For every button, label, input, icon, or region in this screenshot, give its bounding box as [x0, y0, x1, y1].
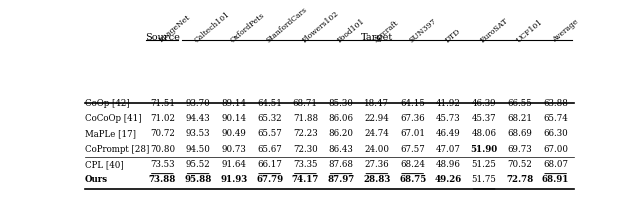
- Text: 71.51: 71.51: [150, 99, 175, 108]
- Text: 27.36: 27.36: [365, 160, 389, 169]
- Text: 51.75: 51.75: [472, 175, 497, 184]
- Text: 24.74: 24.74: [365, 129, 389, 138]
- Text: CoOp [42]: CoOp [42]: [85, 99, 130, 108]
- Text: 72.78: 72.78: [506, 175, 534, 184]
- Text: Ours: Ours: [85, 175, 108, 184]
- Text: 67.36: 67.36: [400, 114, 425, 123]
- Text: CPL [40]: CPL [40]: [85, 160, 124, 169]
- Text: Flowers102: Flowers102: [300, 9, 340, 44]
- Text: 68.21: 68.21: [508, 114, 532, 123]
- Text: 68.07: 68.07: [543, 160, 568, 169]
- Text: 93.53: 93.53: [186, 129, 211, 138]
- Text: Aircraft: Aircraft: [372, 19, 399, 44]
- Text: OxfordPets: OxfordPets: [228, 11, 266, 44]
- Text: 72.30: 72.30: [293, 145, 317, 154]
- Text: StanfordCars: StanfordCars: [264, 5, 308, 44]
- Text: 22.94: 22.94: [365, 114, 389, 123]
- Text: 74.17: 74.17: [292, 175, 319, 184]
- Text: 28.83: 28.83: [363, 175, 390, 184]
- Text: 64.15: 64.15: [400, 99, 425, 108]
- Text: 91.93: 91.93: [220, 175, 248, 184]
- Text: 48.96: 48.96: [436, 160, 461, 169]
- Text: 64.51: 64.51: [257, 99, 282, 108]
- Text: 48.06: 48.06: [472, 129, 497, 138]
- Text: 24.00: 24.00: [364, 145, 389, 154]
- Text: 89.14: 89.14: [221, 99, 246, 108]
- Text: 67.57: 67.57: [400, 145, 425, 154]
- Text: 70.72: 70.72: [150, 129, 175, 138]
- Text: 73.53: 73.53: [150, 160, 175, 169]
- Text: 67.01: 67.01: [400, 129, 425, 138]
- Text: 18.47: 18.47: [364, 99, 389, 108]
- Text: 70.80: 70.80: [150, 145, 175, 154]
- Text: 65.32: 65.32: [257, 114, 282, 123]
- Text: 68.24: 68.24: [400, 160, 425, 169]
- Text: CoCoOp [41]: CoCoOp [41]: [85, 114, 141, 123]
- Text: ImageNet: ImageNet: [157, 13, 192, 44]
- Text: 93.70: 93.70: [186, 99, 211, 108]
- Text: Food101: Food101: [336, 17, 367, 44]
- Text: Caltech101: Caltech101: [193, 10, 232, 44]
- Text: 95.52: 95.52: [186, 160, 211, 169]
- Text: 91.64: 91.64: [221, 160, 246, 169]
- Text: 51.25: 51.25: [472, 160, 497, 169]
- Text: 73.35: 73.35: [293, 160, 317, 169]
- Text: 86.06: 86.06: [328, 114, 354, 123]
- Text: 73.88: 73.88: [148, 175, 176, 184]
- Text: 68.71: 68.71: [293, 99, 318, 108]
- Text: 86.43: 86.43: [329, 145, 353, 154]
- Text: 87.97: 87.97: [328, 175, 355, 184]
- Text: MaPLe [17]: MaPLe [17]: [85, 129, 136, 138]
- Text: 45.73: 45.73: [436, 114, 461, 123]
- Text: 66.55: 66.55: [508, 99, 532, 108]
- Text: 65.74: 65.74: [543, 114, 568, 123]
- Text: DTD: DTD: [444, 27, 461, 44]
- Text: 85.30: 85.30: [329, 99, 353, 108]
- Text: 70.52: 70.52: [508, 160, 532, 169]
- Text: 94.43: 94.43: [186, 114, 211, 123]
- Text: 95.88: 95.88: [184, 175, 212, 184]
- Text: 65.57: 65.57: [257, 129, 282, 138]
- Text: 71.02: 71.02: [150, 114, 175, 123]
- Text: Average: Average: [550, 18, 580, 44]
- Text: 87.68: 87.68: [328, 160, 354, 169]
- Text: UCF101: UCF101: [515, 17, 545, 44]
- Text: 67.00: 67.00: [543, 145, 568, 154]
- Text: 46.49: 46.49: [436, 129, 461, 138]
- Text: 90.73: 90.73: [221, 145, 246, 154]
- Text: 51.90: 51.90: [470, 145, 498, 154]
- Text: EuroSAT: EuroSAT: [479, 16, 510, 44]
- Text: 63.88: 63.88: [543, 99, 568, 108]
- Text: 72.23: 72.23: [293, 129, 317, 138]
- Text: 71.88: 71.88: [293, 114, 318, 123]
- Text: Target: Target: [361, 33, 393, 41]
- Text: Source: Source: [145, 33, 180, 41]
- Text: 46.39: 46.39: [472, 99, 497, 108]
- Text: 86.20: 86.20: [328, 129, 354, 138]
- Text: 94.50: 94.50: [186, 145, 211, 154]
- Text: SUN397: SUN397: [408, 17, 438, 44]
- Text: 66.17: 66.17: [257, 160, 282, 169]
- Text: 90.49: 90.49: [221, 129, 246, 138]
- Text: 66.30: 66.30: [543, 129, 568, 138]
- Text: 45.37: 45.37: [472, 114, 497, 123]
- Text: CoPrompt [28]: CoPrompt [28]: [85, 145, 149, 154]
- Text: 65.67: 65.67: [257, 145, 282, 154]
- Text: 68.69: 68.69: [508, 129, 532, 138]
- Text: 41.92: 41.92: [436, 99, 461, 108]
- Text: 49.26: 49.26: [435, 175, 462, 184]
- Text: 67.79: 67.79: [256, 175, 283, 184]
- Text: 68.75: 68.75: [399, 175, 426, 184]
- Text: 68.91: 68.91: [542, 175, 570, 184]
- Text: 90.14: 90.14: [221, 114, 246, 123]
- Text: 47.07: 47.07: [436, 145, 461, 154]
- Text: 69.73: 69.73: [508, 145, 532, 154]
